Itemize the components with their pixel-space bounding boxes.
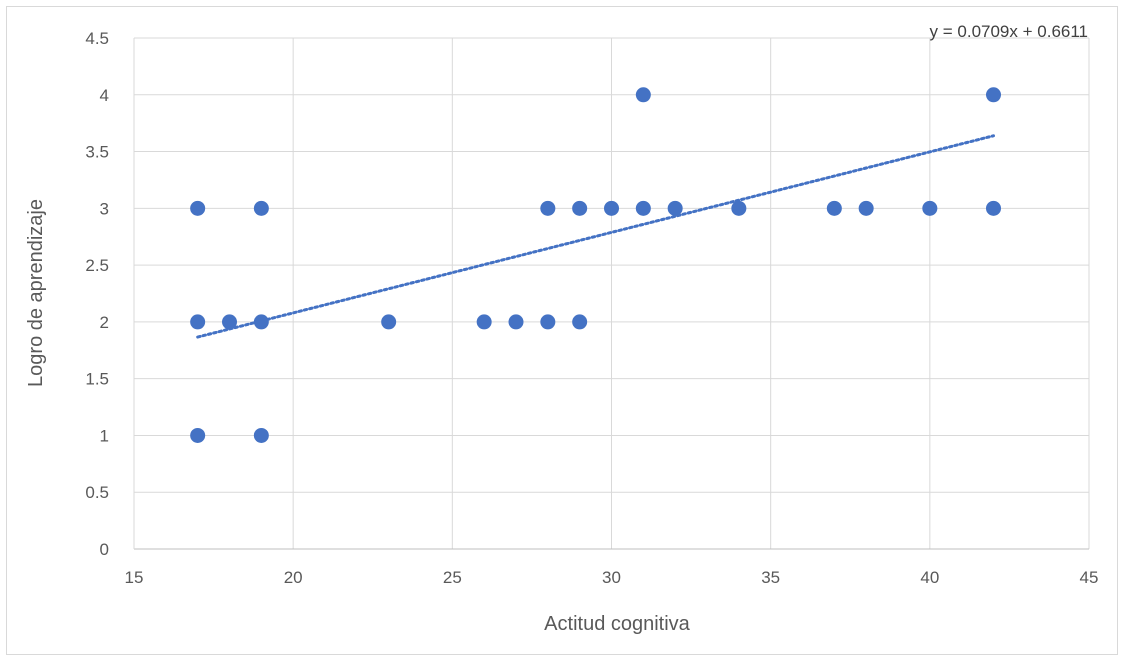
scatter-point [731, 200, 747, 216]
y-tick-label: 1.5 [85, 370, 109, 389]
data-points [190, 87, 1001, 443]
trendline-line [196, 134, 995, 339]
trendline [196, 134, 995, 339]
y-tick-label: 3.5 [85, 143, 109, 162]
axes [133, 38, 1089, 550]
x-tick-label: 25 [443, 568, 462, 587]
y-axis-title: Logro de aprendizaje [25, 199, 47, 387]
tick-labels: 0 0.5 1 1.5 2 2.5 3 3.5 4 4.5 15 20 25 30 35 40 45 [85, 29, 1098, 587]
scatter-point [635, 200, 651, 216]
x-tick-label: 30 [602, 568, 621, 587]
scatter-point [253, 314, 269, 330]
scatter-point [190, 200, 206, 216]
x-tick-label: 45 [1080, 568, 1099, 587]
y-tick-label: 0.5 [85, 483, 109, 502]
scatter-point [190, 427, 206, 443]
y-tick-label: 2 [100, 313, 109, 332]
x-tick-label: 15 [125, 568, 144, 587]
scatter-point [381, 314, 397, 330]
y-tick-label: 0 [100, 540, 109, 559]
scatter-point [635, 87, 651, 103]
scatter-point [572, 200, 588, 216]
scatter-point [604, 200, 619, 216]
x-tick-label: 35 [761, 568, 780, 587]
scatter-point [986, 87, 1001, 103]
gridlines [134, 37, 1090, 549]
scatter-point [253, 200, 269, 216]
scatter-point [667, 200, 683, 216]
scatter-point [922, 200, 938, 216]
scatter-point [572, 314, 588, 330]
scatter-point [986, 200, 1001, 216]
y-tick-label: 1 [100, 426, 109, 445]
x-tick-label: 20 [284, 568, 303, 587]
scatter-point [190, 314, 206, 330]
scatter-point [508, 314, 524, 330]
y-tick-label: 4 [100, 86, 109, 105]
x-tick-label: 40 [920, 568, 939, 587]
y-tick-label: 2.5 [85, 256, 109, 275]
x-axis-title: Actitud cognitiva [544, 613, 691, 635]
chart-frame [6, 6, 1118, 655]
scatter-point [540, 200, 556, 216]
scatter-point [826, 200, 842, 216]
trendline-equation: y = 0.0709x + 0.6611 [930, 22, 1088, 41]
scatter-point [222, 314, 237, 330]
scatter-point [476, 314, 492, 330]
y-tick-label: 3 [100, 199, 109, 218]
y-tick-label: 4.5 [85, 29, 109, 48]
scatter-point [253, 427, 269, 443]
scatter-point [540, 314, 556, 330]
scatter-point [858, 200, 874, 216]
